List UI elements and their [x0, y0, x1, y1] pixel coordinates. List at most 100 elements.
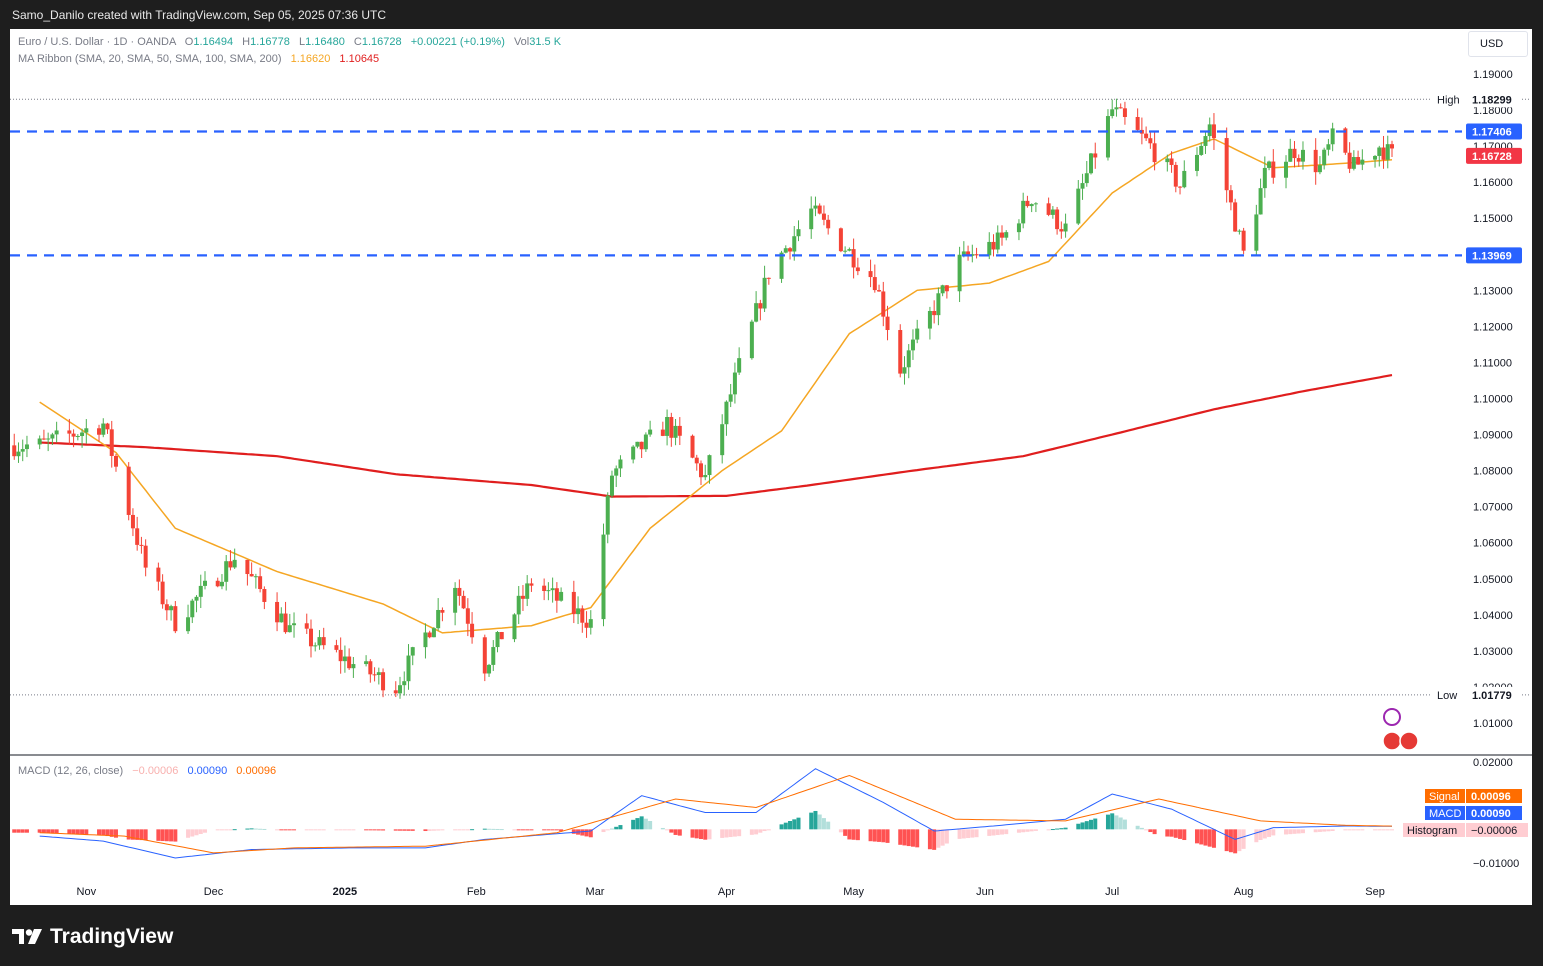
macd-histogram-bar — [821, 818, 826, 830]
time-axis-label: Aug — [1234, 886, 1254, 898]
ma200-line-group — [39, 374, 1393, 498]
histogram-tag-value: −0.00006 — [1471, 825, 1517, 837]
time-axis-label: May — [843, 886, 864, 898]
macd-histogram-bar — [669, 829, 674, 833]
macd-histogram-bar — [139, 829, 144, 841]
macd-histogram-bar — [41, 829, 46, 833]
candle-down — [215, 580, 220, 587]
candle-down — [97, 428, 102, 435]
macd-histogram-bar — [932, 829, 937, 850]
macd-histogram-bar — [694, 829, 699, 839]
candle-down — [1241, 230, 1246, 251]
candle-up — [724, 401, 729, 425]
candle-down — [470, 623, 475, 638]
candle-up — [402, 681, 407, 686]
macd-histogram-bar — [1292, 829, 1297, 834]
price-tick-label: 1.13000 — [1473, 285, 1513, 297]
macd-histogram-bar — [910, 829, 915, 847]
macd-histogram-bar — [1258, 829, 1263, 840]
candle-up — [1317, 165, 1322, 173]
price-tick-label: 1.07000 — [1473, 502, 1513, 514]
close-value: 1.16728 — [361, 36, 402, 48]
histogram-tag-label-bg — [1403, 823, 1465, 837]
candle-down — [245, 559, 250, 575]
ma-ribbon-label[interactable]: MA Ribbon (SMA, 20, SMA, 50, SMA, 100, S… — [18, 53, 282, 65]
macd-histogram-bar — [368, 829, 373, 831]
macd-histogram-bar — [398, 829, 403, 831]
macd-histogram-bar — [618, 825, 623, 830]
candle-down — [1390, 144, 1394, 149]
macd-histogram-bar — [1267, 829, 1272, 837]
macd-histogram-bar — [817, 814, 822, 830]
candle-up — [1288, 148, 1293, 162]
candle-down — [529, 583, 534, 586]
macd-histogram-bar — [20, 829, 25, 833]
candle-up — [665, 416, 670, 436]
macd-histogram-bar — [1385, 829, 1390, 831]
macd-indicator-label[interactable]: MACD (12, 26, close) — [18, 765, 124, 777]
candle-up — [287, 625, 292, 633]
symbol-label[interactable]: Euro / U.S. Dollar · 1D · OANDA — [18, 36, 176, 48]
candle-up — [1063, 223, 1068, 232]
candle-up — [987, 241, 992, 256]
macd-histogram-bar — [940, 829, 945, 846]
macd-histogram-bar — [1046, 829, 1051, 831]
tradingview-logo-icon — [12, 929, 42, 944]
candle-down — [851, 249, 856, 268]
candle-up — [605, 495, 610, 535]
candle-up — [198, 585, 203, 597]
macd-tick-label: 0.02000 — [1473, 757, 1513, 769]
macd-histogram-bar — [1377, 829, 1382, 831]
time-axis-label: Mar — [586, 886, 605, 898]
candle-down — [160, 581, 165, 605]
candle-down — [109, 429, 114, 456]
price-tick-label: 1.11000 — [1473, 357, 1512, 369]
macd-histogram-bar — [143, 829, 148, 841]
histogram-tag-label: Histogram — [1407, 825, 1457, 837]
macd-histogram-bar — [54, 829, 59, 834]
candle-down — [465, 608, 470, 624]
candle-up — [1033, 203, 1038, 205]
candle-down — [1055, 209, 1060, 230]
resistance-price-tag: 1.17406 — [1472, 126, 1512, 138]
macd-histogram-bar — [987, 829, 992, 836]
candle-down — [1224, 138, 1229, 191]
ma20-line — [39, 138, 1393, 634]
chart-panel[interactable] — [10, 29, 1532, 905]
candle-up — [1360, 159, 1365, 165]
signal-tag-label: Signal — [1429, 791, 1460, 803]
macd-histogram-bar — [1165, 829, 1170, 837]
candle-up — [1076, 188, 1081, 224]
us-flag-event-icon — [1382, 731, 1402, 751]
candle-up — [46, 438, 51, 440]
candle-down — [877, 290, 882, 292]
macd-histogram-bar — [1182, 829, 1187, 841]
candle-up — [1326, 144, 1331, 150]
candle-down — [758, 303, 763, 309]
macd-histogram-bar — [813, 810, 818, 830]
macd-histogram-bar — [1207, 829, 1212, 847]
macd-histogram-bar — [50, 829, 55, 834]
candle-up — [1016, 223, 1021, 233]
candle-down — [164, 604, 169, 611]
candle-up — [1194, 154, 1199, 171]
macd-histogram-bar — [720, 829, 725, 838]
time-axis: Nov Dec 2025 Feb Mar Apr May Jun Jul Aug Sep — [77, 886, 1385, 898]
macd-histogram-bar — [224, 829, 229, 831]
macd-histogram-bar — [1322, 829, 1327, 832]
candle-up — [80, 432, 85, 437]
macd-histogram-bar — [554, 829, 559, 831]
candle-down — [113, 455, 118, 467]
histogram-tag-value-bg — [1466, 823, 1528, 837]
macd-histogram-bar — [1114, 815, 1119, 830]
macd-histogram-bar — [520, 829, 525, 831]
macd-histogram-bar — [1237, 829, 1242, 852]
macd-histogram-bar — [376, 829, 381, 831]
macd-histogram-bar — [101, 829, 106, 836]
macd-histogram-bar — [487, 828, 492, 830]
currency-button[interactable]: USD — [1468, 31, 1528, 57]
candle-up — [1330, 128, 1335, 145]
candle-up — [37, 438, 42, 445]
candle-down — [669, 416, 674, 438]
